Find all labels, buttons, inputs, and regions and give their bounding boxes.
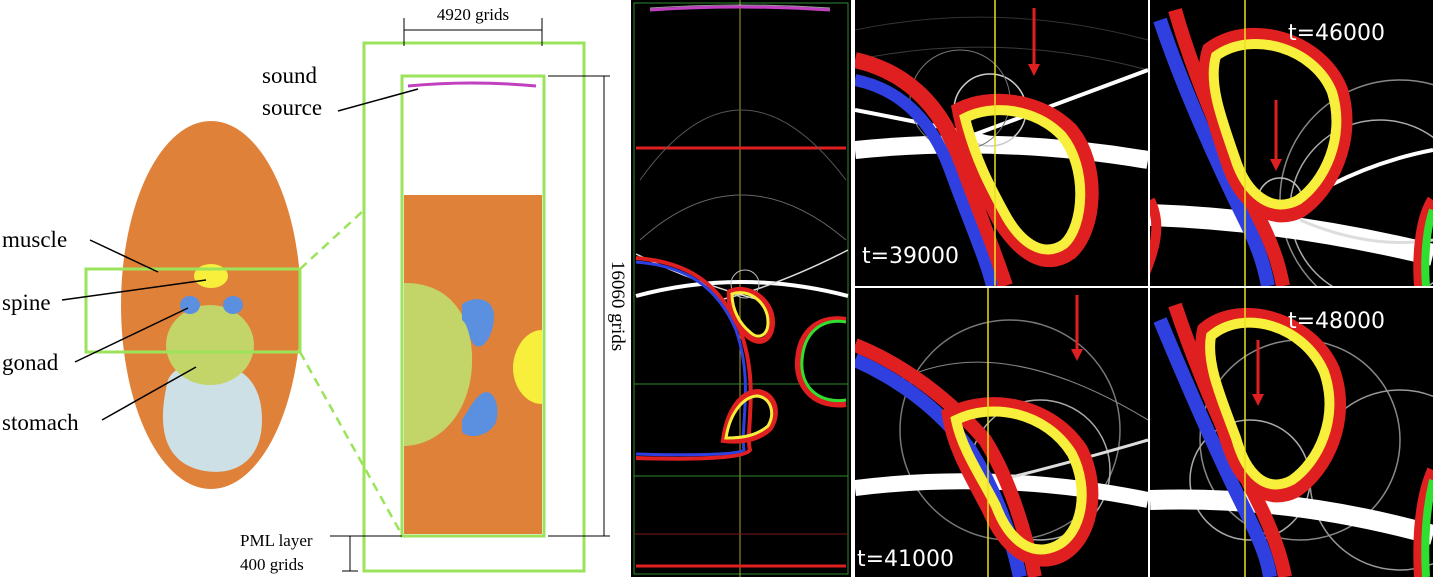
body-schematic: muscle spine gonad stomach: [2, 121, 404, 536]
blue-organ-right: [223, 296, 243, 314]
blue-section-bottom: [462, 392, 498, 437]
time-label-3: t=41000: [857, 547, 954, 572]
inner-frame: [400, 74, 546, 538]
snapshot-panel-1: t=39000: [855, 0, 1148, 286]
zoom-region: [84, 267, 302, 354]
sound-source-curve: [407, 81, 537, 88]
time-label-4: t=48000: [1288, 309, 1385, 334]
width-label: 4920 grids: [437, 5, 509, 24]
gonad-label: gonad: [2, 350, 59, 375]
sound-source-leader: [337, 88, 419, 112]
zoom-line-bottom: [298, 351, 404, 536]
sound-source-label-2: source: [262, 95, 322, 120]
domain-schematic: 4920 grids 16060 grids sound source PML …: [240, 5, 628, 574]
time-label-1: t=39000: [862, 244, 959, 269]
pml-label-1: PML layer: [240, 531, 313, 550]
spine-section: [513, 330, 542, 404]
zoom-line-top: [299, 209, 365, 270]
blue-organ-left: [180, 296, 200, 314]
spine-label: spine: [2, 290, 51, 315]
simulation-full-panel: [631, 0, 851, 577]
stomach-shape: [162, 362, 262, 472]
pml-label-2: 400 grids: [240, 555, 304, 574]
outer-frame: [362, 41, 586, 573]
snapshot-panel-2: t=46000: [1150, 0, 1433, 286]
sound-source-label-1: sound: [262, 63, 317, 88]
blue-section-top: [462, 299, 494, 347]
snapshot-panel-4: t=48000: [1150, 288, 1433, 577]
muscle-label: muscle: [2, 227, 67, 252]
gonad-section: [404, 282, 473, 446]
time-label-2: t=46000: [1288, 21, 1385, 46]
gonad-leader: [74, 307, 189, 363]
gonad-shape: [166, 305, 254, 385]
spine-leader: [61, 279, 207, 301]
stomach-label: stomach: [2, 410, 79, 435]
snapshot-panel-3: t=41000: [855, 288, 1148, 577]
muscle-leader: [89, 239, 159, 273]
stomach-leader: [101, 366, 197, 421]
height-label: 16060 grids: [607, 261, 628, 351]
